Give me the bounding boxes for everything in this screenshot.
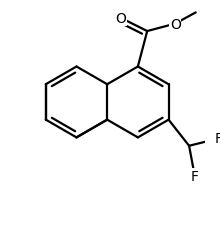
Text: O: O [116,12,126,26]
Text: O: O [170,18,181,31]
Text: F: F [215,132,220,146]
Text: F: F [191,169,199,183]
